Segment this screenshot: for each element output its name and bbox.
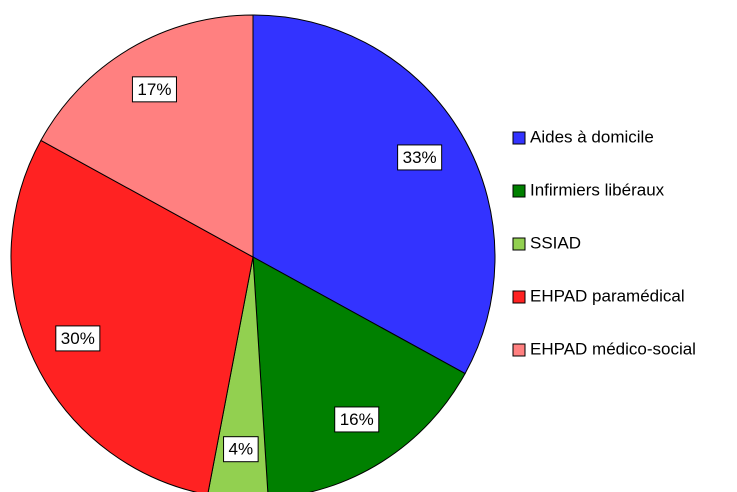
pie-slice [40, 14, 254, 258]
data-label-box [55, 325, 101, 352]
legend-label: EHPAD médico-social [530, 339, 696, 358]
pie-slice [10, 139, 254, 492]
legend-swatch [512, 290, 526, 304]
data-label: 33% [403, 148, 437, 167]
pie-slice [252, 14, 496, 375]
pie-slice [252, 256, 466, 492]
legend-label: EHPAD paramédical [530, 286, 685, 305]
data-label-box [223, 436, 259, 463]
legend-swatch [512, 131, 526, 145]
legend-label: Aides à domicile [530, 127, 654, 146]
data-label: 17% [137, 80, 171, 99]
legend-swatch [512, 343, 526, 357]
data-label-box [397, 144, 443, 171]
data-label: 16% [340, 410, 374, 429]
legend-swatch [512, 237, 526, 251]
data-label-box [334, 406, 380, 433]
legend-label: SSIAD [530, 233, 581, 252]
data-label: 30% [61, 329, 95, 348]
legend-label: Infirmiers libéraux [530, 180, 665, 199]
pie-slice [207, 256, 269, 492]
data-label: 4% [229, 440, 254, 459]
data-label-box [131, 76, 177, 103]
legend-swatch [512, 184, 526, 198]
